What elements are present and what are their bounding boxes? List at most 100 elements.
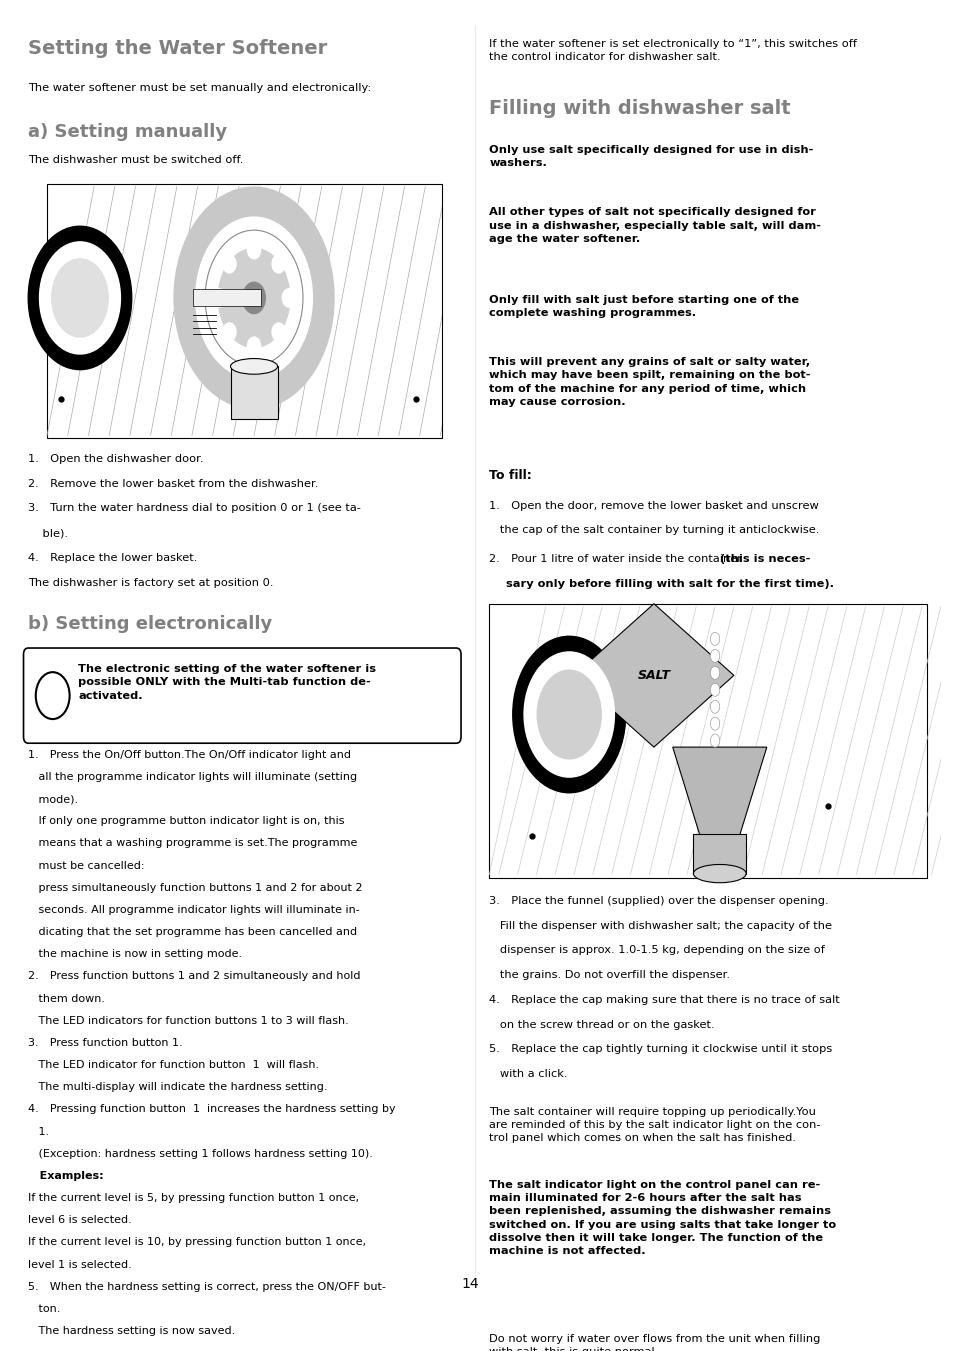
Text: Do not worry if water over flows from the unit when filling
with salt, this is q: Do not worry if water over flows from th…: [489, 1333, 820, 1351]
Text: 2. Pour 1 litre of water inside the container: 2. Pour 1 litre of water inside the cont…: [489, 554, 745, 565]
Text: the machine is now in setting mode.: the machine is now in setting mode.: [29, 950, 242, 959]
Circle shape: [272, 255, 285, 273]
Circle shape: [710, 734, 719, 747]
Text: 3. Place the funnel (supplied) over the dispenser opening.: 3. Place the funnel (supplied) over the …: [489, 896, 828, 905]
Circle shape: [223, 255, 235, 273]
Text: sary only before filling with salt for the first time).: sary only before filling with salt for t…: [506, 580, 833, 589]
Text: All other types of salt not specifically designed for
use in a dishwasher, espec: All other types of salt not specifically…: [489, 207, 821, 243]
Circle shape: [205, 230, 303, 366]
Text: 2. Press function buttons 1 and 2 simultaneously and hold: 2. Press function buttons 1 and 2 simult…: [29, 971, 360, 981]
Text: To fill:: To fill:: [489, 469, 532, 482]
Text: The LED indicator for function button  1  will flash.: The LED indicator for function button 1 …: [29, 1061, 319, 1070]
Text: Fill the dispenser with dishwasher salt; the capacity of the: Fill the dispenser with dishwasher salt;…: [489, 920, 831, 931]
Text: the cap of the salt container by turning it anticlockwise.: the cap of the salt container by turning…: [489, 526, 819, 535]
Circle shape: [523, 653, 614, 777]
Text: 5. When the hardness setting is correct, press the ON/OFF but-: 5. When the hardness setting is correct,…: [29, 1282, 386, 1292]
Text: The electronic setting of the water softener is
possible ONLY with the Multi-tab: The electronic setting of the water soft…: [78, 663, 375, 701]
Text: ton.: ton.: [29, 1304, 61, 1315]
Text: Only use salt specifically designed for use in dish-
washers.: Only use salt specifically designed for …: [489, 145, 813, 168]
Ellipse shape: [693, 865, 745, 882]
Circle shape: [537, 670, 600, 759]
Text: i: i: [51, 689, 54, 703]
FancyBboxPatch shape: [24, 648, 460, 743]
Text: The salt container will require topping up periodically.You
are reminded of this: The salt container will require topping …: [489, 1106, 820, 1143]
Circle shape: [195, 218, 312, 378]
Text: 14: 14: [461, 1277, 478, 1292]
Text: 4. Replace the lower basket.: 4. Replace the lower basket.: [29, 553, 197, 563]
Circle shape: [39, 242, 120, 354]
Text: b) Setting electronically: b) Setting electronically: [29, 616, 273, 634]
Text: Filling with dishwasher salt: Filling with dishwasher salt: [489, 99, 790, 118]
Text: Examples:: Examples:: [29, 1171, 104, 1181]
Circle shape: [710, 684, 719, 696]
Circle shape: [710, 717, 719, 730]
Circle shape: [242, 282, 265, 313]
Text: dicating that the set programme has been cancelled and: dicating that the set programme has been…: [29, 927, 357, 938]
Text: Setting the Water Softener: Setting the Water Softener: [29, 39, 327, 58]
Text: The multi-display will indicate the hardness setting.: The multi-display will indicate the hard…: [29, 1082, 328, 1092]
Text: SALT: SALT: [637, 669, 670, 682]
Text: all the programme indicator lights will illuminate (setting: all the programme indicator lights will …: [29, 771, 357, 782]
Circle shape: [513, 636, 625, 793]
Text: 4. Replace the cap making sure that there is no trace of salt: 4. Replace the cap making sure that ther…: [489, 994, 840, 1005]
Circle shape: [35, 673, 70, 719]
Text: them down.: them down.: [29, 993, 105, 1004]
FancyBboxPatch shape: [693, 835, 745, 874]
Text: mode).: mode).: [29, 794, 78, 804]
Text: level 1 is selected.: level 1 is selected.: [29, 1259, 132, 1270]
Text: level 6 is selected.: level 6 is selected.: [29, 1215, 132, 1225]
Text: (this is neces-: (this is neces-: [719, 554, 809, 565]
Circle shape: [247, 336, 260, 355]
Text: (Exception: hardness setting 1 follows hardness setting 10).: (Exception: hardness setting 1 follows h…: [29, 1148, 373, 1159]
Text: The LED indicators for function buttons 1 to 3 will flash.: The LED indicators for function buttons …: [29, 1016, 349, 1025]
Circle shape: [218, 249, 290, 347]
Text: If the current level is 10, by pressing function button 1 once,: If the current level is 10, by pressing …: [29, 1238, 366, 1247]
FancyBboxPatch shape: [489, 604, 925, 878]
Circle shape: [710, 666, 719, 680]
Text: press simultaneously function buttons 1 and 2 for about 2: press simultaneously function buttons 1 …: [29, 882, 362, 893]
Text: The hardness setting is now saved.: The hardness setting is now saved.: [29, 1327, 235, 1336]
Text: on the screw thread or on the gasket.: on the screw thread or on the gasket.: [489, 1020, 714, 1029]
Polygon shape: [574, 604, 733, 747]
Text: seconds. All programme indicator lights will illuminate in-: seconds. All programme indicator lights …: [29, 905, 359, 915]
Text: 2. Remove the lower basket from the dishwasher.: 2. Remove the lower basket from the dish…: [29, 478, 318, 489]
Text: with a click.: with a click.: [489, 1069, 567, 1079]
Text: The dishwasher is factory set at position 0.: The dishwasher is factory set at positio…: [29, 578, 274, 588]
Text: 3. Turn the water hardness dial to position 0 or 1 (see ta-: 3. Turn the water hardness dial to posit…: [29, 504, 361, 513]
Text: If the water softener is set electronically to “1”, this switches off
the contro: If the water softener is set electronica…: [489, 39, 857, 62]
Text: If only one programme button indicator light is on, this: If only one programme button indicator l…: [29, 816, 344, 827]
Circle shape: [29, 226, 132, 370]
Text: 1. Press the On/Off button.The On/Off indicator light and: 1. Press the On/Off button.The On/Off in…: [29, 750, 351, 759]
Circle shape: [51, 259, 108, 336]
Circle shape: [247, 240, 260, 259]
Text: dispenser is approx. 1.0-1.5 kg, depending on the size of: dispenser is approx. 1.0-1.5 kg, dependi…: [489, 946, 824, 955]
Text: 1. Open the door, remove the lower basket and unscrew: 1. Open the door, remove the lower baske…: [489, 501, 819, 511]
Text: the grains. Do not overfill the dispenser.: the grains. Do not overfill the dispense…: [489, 970, 729, 979]
Ellipse shape: [231, 358, 277, 374]
Circle shape: [282, 289, 295, 307]
Circle shape: [223, 323, 235, 342]
Text: ble).: ble).: [29, 528, 69, 538]
Text: The dishwasher must be switched off.: The dishwasher must be switched off.: [29, 155, 243, 165]
Text: This will prevent any grains of salt or salty water,
which may have been spilt, : This will prevent any grains of salt or …: [489, 357, 810, 407]
Text: must be cancelled:: must be cancelled:: [29, 861, 145, 870]
Polygon shape: [672, 747, 766, 844]
Text: 1.: 1.: [29, 1127, 50, 1136]
Circle shape: [710, 650, 719, 662]
Text: a) Setting manually: a) Setting manually: [29, 123, 227, 141]
Text: 1: 1: [270, 254, 275, 263]
Text: 3. Press function button 1.: 3. Press function button 1.: [29, 1038, 183, 1048]
Circle shape: [710, 700, 719, 713]
Text: The salt indicator light on the control panel can re-
main illuminated for 2-6 h: The salt indicator light on the control …: [489, 1179, 836, 1256]
Circle shape: [213, 289, 226, 307]
Circle shape: [272, 323, 285, 342]
FancyBboxPatch shape: [193, 289, 260, 305]
Text: If the current level is 5, by pressing function button 1 once,: If the current level is 5, by pressing f…: [29, 1193, 359, 1202]
Circle shape: [173, 186, 334, 409]
Circle shape: [710, 632, 719, 646]
Text: 5. Replace the cap tightly turning it clockwise until it stops: 5. Replace the cap tightly turning it cl…: [489, 1044, 832, 1054]
FancyBboxPatch shape: [47, 184, 442, 438]
Text: Only fill with salt just before starting one of the
complete washing programmes.: Only fill with salt just before starting…: [489, 295, 799, 317]
Text: The water softener must be set manually and electronically:: The water softener must be set manually …: [29, 84, 371, 93]
Text: 4. Pressing function button  1  increases the hardness setting by: 4. Pressing function button 1 increases …: [29, 1104, 395, 1115]
